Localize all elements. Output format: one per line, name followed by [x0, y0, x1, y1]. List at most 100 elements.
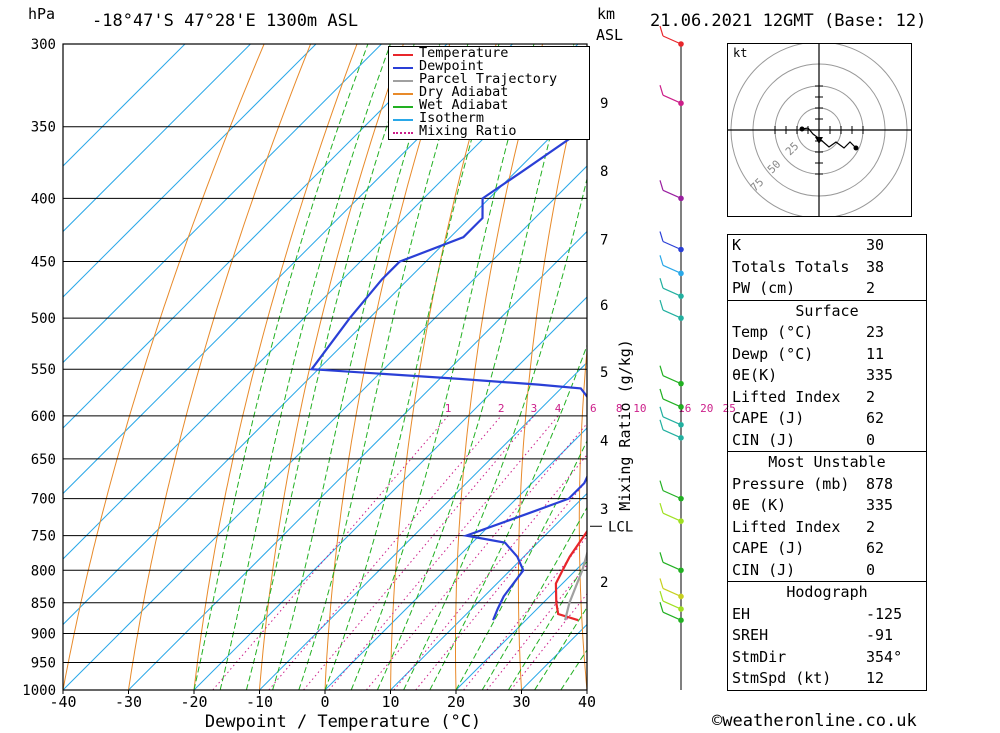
wind-barb [662, 375, 682, 385]
wet-adiabat-line [429, 343, 587, 690]
wind-barb [662, 94, 682, 104]
index-label: StmDir [732, 647, 787, 666]
wind-barb-flag [659, 406, 664, 417]
wind-barb [662, 561, 682, 571]
index-row: StmDir 354° [728, 647, 926, 669]
index-row: Totals Totals 38 [728, 257, 926, 279]
km-tick-label: 6 [600, 298, 608, 314]
pressure-tick-label: 300 [31, 37, 56, 53]
legend-item: Parcel Trajectory [389, 71, 589, 87]
index-label: EH [732, 604, 751, 623]
index-row: PW (cm) 2 [728, 278, 926, 300]
asl-label: ASL [596, 26, 624, 44]
location-title: -18°47'S 47°28'E 1300m ASL [92, 11, 359, 31]
wind-barb [662, 309, 682, 319]
wind-barb-flag [659, 419, 664, 430]
section-title: Most Unstable [768, 453, 886, 471]
mixing-ratio-value-label: 10 [633, 402, 646, 415]
wind-barb [662, 429, 682, 439]
index-row: StmSpd (kt) 12 [728, 668, 926, 690]
datetime-title: 21.06.2021 12GMT (Base: 12) [650, 11, 927, 31]
legend-swatch [393, 67, 413, 69]
wet-adiabat-line [193, 44, 369, 690]
legend-label: Isotherm [419, 110, 485, 126]
index-row: CAPE (J) 62 [728, 408, 926, 430]
isotherm-line [63, 44, 382, 364]
index-label: StmSpd (kt) [732, 669, 832, 687]
mixing-ratio-line [366, 422, 587, 690]
km-tick-label: 9 [600, 96, 608, 112]
wind-level-dot [678, 495, 684, 502]
legend-swatch [393, 80, 413, 82]
mixing-ratio-line [328, 415, 559, 690]
x-tick-label: 20 [447, 693, 465, 711]
legend-item: Temperature [389, 46, 589, 61]
index-value: 878 [866, 474, 894, 493]
mixing-ratio-line [212, 415, 449, 690]
x-tick-label: 10 [381, 693, 399, 711]
indices-surface: Surface Temp (°C) 23 Dewp (°C) 11 θE(K) 335… [727, 299, 927, 451]
legend-item: Dewpoint [389, 59, 589, 74]
wind-barb [662, 490, 682, 500]
wind-barb-flag [659, 231, 664, 242]
mixing-ratio-value-label: 3 [531, 402, 538, 415]
dry-adiabat-line [63, 44, 265, 690]
pressure-tick-label: 500 [31, 311, 56, 327]
wind-level-dot [678, 270, 684, 277]
wind-barb [662, 264, 682, 274]
index-label: θE(K) [732, 366, 778, 384]
isotherm-line [259, 361, 587, 690]
mixing-ratio-line [303, 415, 535, 690]
lcl-label: LCL [608, 519, 633, 535]
hodo-unit: kt [733, 46, 747, 60]
hodograph-plot: kt 25 50 75 [728, 41, 911, 219]
wind-barb-flag [659, 25, 664, 37]
wet-adiabat-line [298, 44, 469, 690]
index-value: 2 [866, 517, 876, 536]
hodo-point [853, 145, 859, 151]
km-tick-label: 8 [600, 164, 608, 180]
x-tick-label: -10 [246, 693, 273, 711]
km-tick-label: 5 [600, 365, 608, 381]
wind-barb [662, 587, 682, 597]
mixing-ratio-value-label: 4 [555, 402, 562, 415]
wind-barb [662, 35, 682, 45]
legend-item: Mixing Ratio [389, 124, 589, 139]
legend-swatch [393, 54, 413, 56]
indices-table: K 30 Totals Totals 38 PW (cm) 2 Surface Tem… [727, 234, 927, 691]
x-tick-label: 0 [320, 693, 329, 711]
index-value: 2 [866, 279, 876, 297]
pressure-tick-label: 700 [31, 492, 56, 508]
wind-barb-flag [659, 552, 664, 563]
km-tick-label: 7 [600, 233, 608, 249]
index-value: 62 [866, 539, 885, 557]
legend-label: Parcel Trajectory [419, 71, 558, 87]
indices-hodograph: Hodograph EH -125 SREH -91 StmDir 354° StmS… [727, 581, 927, 691]
wind-barb-flag [659, 602, 664, 613]
mixing-ratio-value-label: 25 [723, 402, 736, 415]
index-label: Pressure (mb) [732, 474, 850, 493]
index-label: CIN (J) [732, 430, 796, 449]
wet-adiabat-line [245, 44, 415, 690]
legend-item: Isotherm [389, 110, 589, 126]
wind-barb-flag [659, 180, 664, 191]
wind-profile [659, 25, 684, 690]
x-tick-label: -40 [49, 693, 76, 711]
mixing-ratio-value-label: 2 [498, 402, 505, 415]
footer-credit[interactable]: ©weatheronline.co.uk [712, 711, 917, 731]
isotherm-line [63, 44, 317, 298]
pressure-tick-label: 1000 [22, 683, 56, 699]
section-title: Surface [795, 301, 859, 320]
index-row: CAPE (J) 62 [728, 538, 926, 560]
index-label: CIN (J) [732, 560, 796, 579]
pressure-tick-label: 900 [31, 626, 56, 642]
x-tick-label: 30 [512, 693, 530, 711]
dry-adiabat-line [390, 44, 497, 690]
index-label: PW (cm) [732, 279, 796, 297]
wind-barb-flag [659, 590, 664, 602]
hodograph-panel: kt 25 50 75 [727, 41, 912, 219]
wind-barb [662, 240, 682, 251]
dry-adiabat-line [696, 44, 729, 690]
mixing-ratio-value-label: 6 [590, 402, 597, 415]
